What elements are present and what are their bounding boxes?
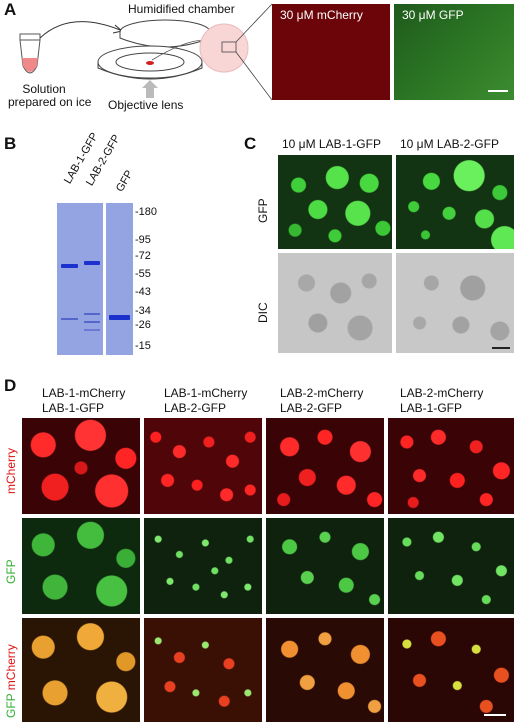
image-c-dic-lab1 [278, 253, 392, 353]
image-d-mcherry-4 [388, 418, 514, 514]
solution-label: Solution prepared on ice [8, 82, 91, 109]
panel-label-b: B [4, 134, 17, 153]
lane-label-gfp: GFP [114, 168, 136, 194]
marker-34: -34 [135, 305, 151, 317]
band-lab1-gfp-main [61, 264, 78, 268]
band-minor [84, 321, 100, 323]
col-label-d2-line1: LAB-1-mCherry [164, 386, 248, 400]
image-d-merge-3 [266, 618, 384, 722]
objective-arrow [142, 80, 158, 98]
marker-95: -95 [135, 234, 151, 246]
glass-dish [97, 45, 203, 80]
caption-mcherry-control: 30 μM mCherry [280, 8, 363, 22]
image-gfp-control: 30 μM GFP [394, 4, 514, 100]
band-gfp-main [109, 315, 130, 320]
chamber-label: Humidified chamber [128, 2, 235, 16]
col-label-d3: LAB-2-mCherry LAB-2-GFP [280, 386, 363, 416]
droplet-zoom [199, 23, 249, 73]
image-c-gfp-lab1 [278, 155, 392, 249]
panel-label-c: C [244, 134, 257, 153]
gel-image-left [57, 203, 103, 355]
band-minor [61, 318, 78, 320]
image-d-gfp-3 [266, 518, 384, 614]
image-d-gfp-1 [22, 518, 140, 614]
scale-bar [488, 90, 508, 92]
marker-26: -26 [135, 319, 151, 331]
image-d-merge-2 [144, 618, 262, 722]
panel-label-d: D [4, 376, 17, 395]
image-d-gfp-4 [388, 518, 514, 614]
col-label-d4: LAB-2-mCherry LAB-1-GFP [400, 386, 483, 416]
col-label-d2-line2: LAB-2-GFP [164, 401, 227, 415]
scale-bar [484, 714, 506, 716]
row-label-merge: GFP mCherry [4, 644, 18, 718]
marker-15: -15 [135, 340, 151, 352]
chamber-lid [119, 19, 211, 48]
caption-gfp-control: 30 μM GFP [402, 8, 464, 22]
solution-label-line2: prepared on ice [8, 95, 92, 109]
marker-55: -55 [135, 268, 151, 280]
marker-72: -72 [135, 250, 151, 262]
band-minor [84, 313, 100, 315]
band-lab2-gfp-main [84, 261, 100, 265]
col-label-d1-line1: LAB-1-mCherry [42, 386, 126, 400]
setup-schematic [19, 3, 273, 101]
image-d-gfp-2 [144, 518, 262, 614]
scale-bar [492, 347, 510, 349]
image-c-dic-lab2 [396, 253, 514, 353]
image-d-mcherry-3 [266, 418, 384, 514]
solution-label-line1: Solution [22, 82, 66, 96]
merge-label-mcherry: mCherry [4, 644, 18, 694]
col-label-lab2-gfp: 10 μM LAB-2-GFP [400, 137, 499, 151]
col-label-d4-line2: LAB-1-GFP [400, 401, 463, 415]
row-label-mcherry: mCherry [4, 447, 18, 494]
transfer-arrow [39, 21, 121, 39]
col-label-d1-line2: LAB-1-GFP [42, 401, 105, 415]
image-d-mcherry-1 [22, 418, 140, 514]
band-minor [84, 329, 100, 331]
col-label-lab1-gfp: 10 μM LAB-1-GFP [282, 137, 381, 151]
image-d-merge-1 [22, 618, 140, 722]
col-label-d2: LAB-1-mCherry LAB-2-GFP [164, 386, 247, 416]
col-label-d3-line1: LAB-2-mCherry [280, 386, 364, 400]
col-label-d1: LAB-1-mCherry LAB-1-GFP [42, 386, 125, 416]
row-label-dic: DIC [256, 302, 270, 323]
merge-label-gfp: GFP [4, 693, 18, 718]
col-label-d4-line1: LAB-2-mCherry [400, 386, 484, 400]
panel-label-a: A [4, 0, 17, 19]
tube-icon [19, 33, 41, 74]
marker-43: -43 [135, 286, 151, 298]
droplet [146, 61, 154, 65]
objective-label: Objective lens [108, 98, 184, 112]
col-label-d3-line2: LAB-2-GFP [280, 401, 343, 415]
row-label-gfp: GFP [256, 198, 270, 223]
image-d-mcherry-2 [144, 418, 262, 514]
row-label-gfp-d: GFP [4, 559, 18, 584]
image-mcherry-control: 30 μM mCherry [272, 4, 390, 100]
marker-180: -180 [135, 206, 158, 218]
image-d-merge-4 [388, 618, 514, 722]
gel-image-right [106, 203, 133, 355]
image-c-gfp-lab2 [396, 155, 514, 249]
